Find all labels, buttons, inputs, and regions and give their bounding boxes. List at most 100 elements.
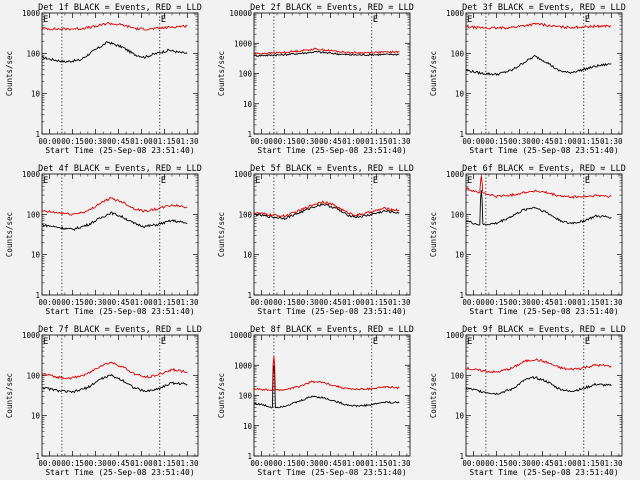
x-axis-label: Start Time (25-Sep-08 23:51:40) [45,146,194,155]
y-tick-label: 1 [459,291,464,300]
detector-panel-7: Det 7f BLACK = Events, RED = LLD 1 10 100 10… [5,325,202,477]
x-tick-label: 01:15 [577,298,600,307]
y-tick-label: 1000 [234,170,253,179]
y-tick-label: 1 [35,452,40,461]
x-tick-label: 00:30 [508,459,531,468]
x-tick-label: 00:00 [250,137,273,146]
y-tick-label: 10 [243,100,253,109]
y-tick-label: 1 [247,291,252,300]
x-tick-label: 00:15 [61,459,84,468]
x-tick-label: 00:00 [250,459,273,468]
detector-panel-1: Det 1f BLACK = Events, RED = LLD 1 10 100 10… [5,3,202,155]
detector-panel-8: Det 8f BLACK = Events, RED = LLD 1 10 100 10… [217,325,414,477]
e-marker: E [467,176,472,186]
e-marker: E [585,337,590,347]
panel-title: Det 1f BLACK = Events, RED = LLD [38,3,202,13]
plot-frame [41,334,199,457]
x-axis-label: Start Time (25-Sep-08 23:51:40) [45,468,194,477]
e-marker: E [373,15,378,25]
plot-frame [41,173,199,296]
y-tick-label: 100 [450,210,464,219]
panel-title: Det 9f BLACK = Events, RED = LLD [462,325,626,335]
panel-title: Det 4f BLACK = Events, RED = LLD [38,164,202,174]
plot-frame [465,12,623,135]
e-marker: E [43,15,48,25]
y-tick-label: 1 [247,452,252,461]
plot-frame [465,173,623,296]
y-tick-label: 1000 [234,39,253,48]
lld-series-line [253,356,400,392]
x-tick-label: 01:30 [388,459,411,468]
x-tick-label: 01:00 [342,459,365,468]
x-tick-label: 01:15 [153,137,176,146]
detector-panel-4: Det 4f BLACK = Events, RED = LLD 1 10 100 10… [5,164,202,316]
e-marker: E [467,15,472,25]
x-tick-label: 00:30 [84,298,107,307]
x-tick-label: 00:15 [485,298,508,307]
plot-frame [253,12,411,135]
x-tick-label: 01:15 [365,137,388,146]
y-tick-label: 100 [238,210,252,219]
x-tick-label: 00:45 [107,298,130,307]
y-tick-label: 1000 [234,361,253,370]
x-tick-label: 01:00 [130,298,153,307]
x-tick-label: 01:30 [388,298,411,307]
y-tick-label: 1000 [446,170,465,179]
x-tick-label: 00:00 [462,137,485,146]
lld-series-line [465,175,612,199]
x-tick-label: 01:00 [342,137,365,146]
plot-frame [253,173,411,296]
detector-panel-9: Det 9f BLACK = Events, RED = LLD 1 10 100 10… [429,325,626,477]
x-tick-label: 01:00 [554,298,577,307]
panel-title: Det 7f BLACK = Events, RED = LLD [38,325,202,335]
y-tick-label: 100 [238,70,252,79]
x-tick-label: 01:00 [554,137,577,146]
x-tick-label: 00:00 [38,298,61,307]
x-tick-label: 00:30 [296,137,319,146]
e-marker: E [255,176,260,186]
x-tick-label: 00:45 [531,298,554,307]
events-series-line [465,375,612,396]
e-marker: E [161,337,166,347]
y-axis-label: Counts/sec [429,212,438,257]
x-tick-label: 00:30 [84,459,107,468]
x-tick-label: 00:30 [508,137,531,146]
x-tick-label: 00:45 [107,459,130,468]
events-series-line [42,373,188,394]
plot-frame [465,334,623,457]
e-marker: E [373,337,378,347]
events-series-line [253,365,400,409]
y-tick-label: 10 [31,251,41,260]
x-tick-label: 00:15 [485,459,508,468]
lld-series-line [41,361,188,380]
events-series-line [253,50,400,57]
y-tick-label: 100 [26,210,40,219]
x-axis-label: Start Time (25-Sep-08 23:51:40) [257,146,406,155]
e-marker: E [585,176,590,186]
lld-series-line [253,200,400,218]
x-tick-label: 00:00 [462,459,485,468]
y-axis-label: Counts/sec [217,51,226,96]
x-axis-label: Start Time (25-Sep-08 23:51:40) [257,307,406,316]
x-tick-label: 01:30 [600,459,623,468]
events-series-line [253,203,400,220]
y-axis-label: Counts/sec [429,51,438,96]
detector-panel-2: Det 2f BLACK = Events, RED = LLD 1 10 100 10… [217,3,414,155]
x-tick-label: 01:30 [176,298,199,307]
lld-series-line [41,22,188,31]
y-tick-label: 10 [455,251,465,260]
y-tick-label: 10 [243,251,253,260]
detector-panel-3: Det 3f BLACK = Events, RED = LLD 1 10 100 10… [429,3,626,155]
x-tick-label: 00:00 [250,298,273,307]
y-axis-label: Counts/sec [217,373,226,418]
x-tick-label: 01:15 [153,459,176,468]
y-tick-label: 10000 [229,9,252,18]
y-tick-label: 100 [450,49,464,58]
x-tick-label: 00:30 [296,298,319,307]
x-tick-label: 00:15 [61,137,84,146]
x-tick-label: 00:15 [273,459,296,468]
events-series-line [42,211,188,231]
e-marker: E [161,15,166,25]
y-tick-label: 1000 [446,331,465,340]
